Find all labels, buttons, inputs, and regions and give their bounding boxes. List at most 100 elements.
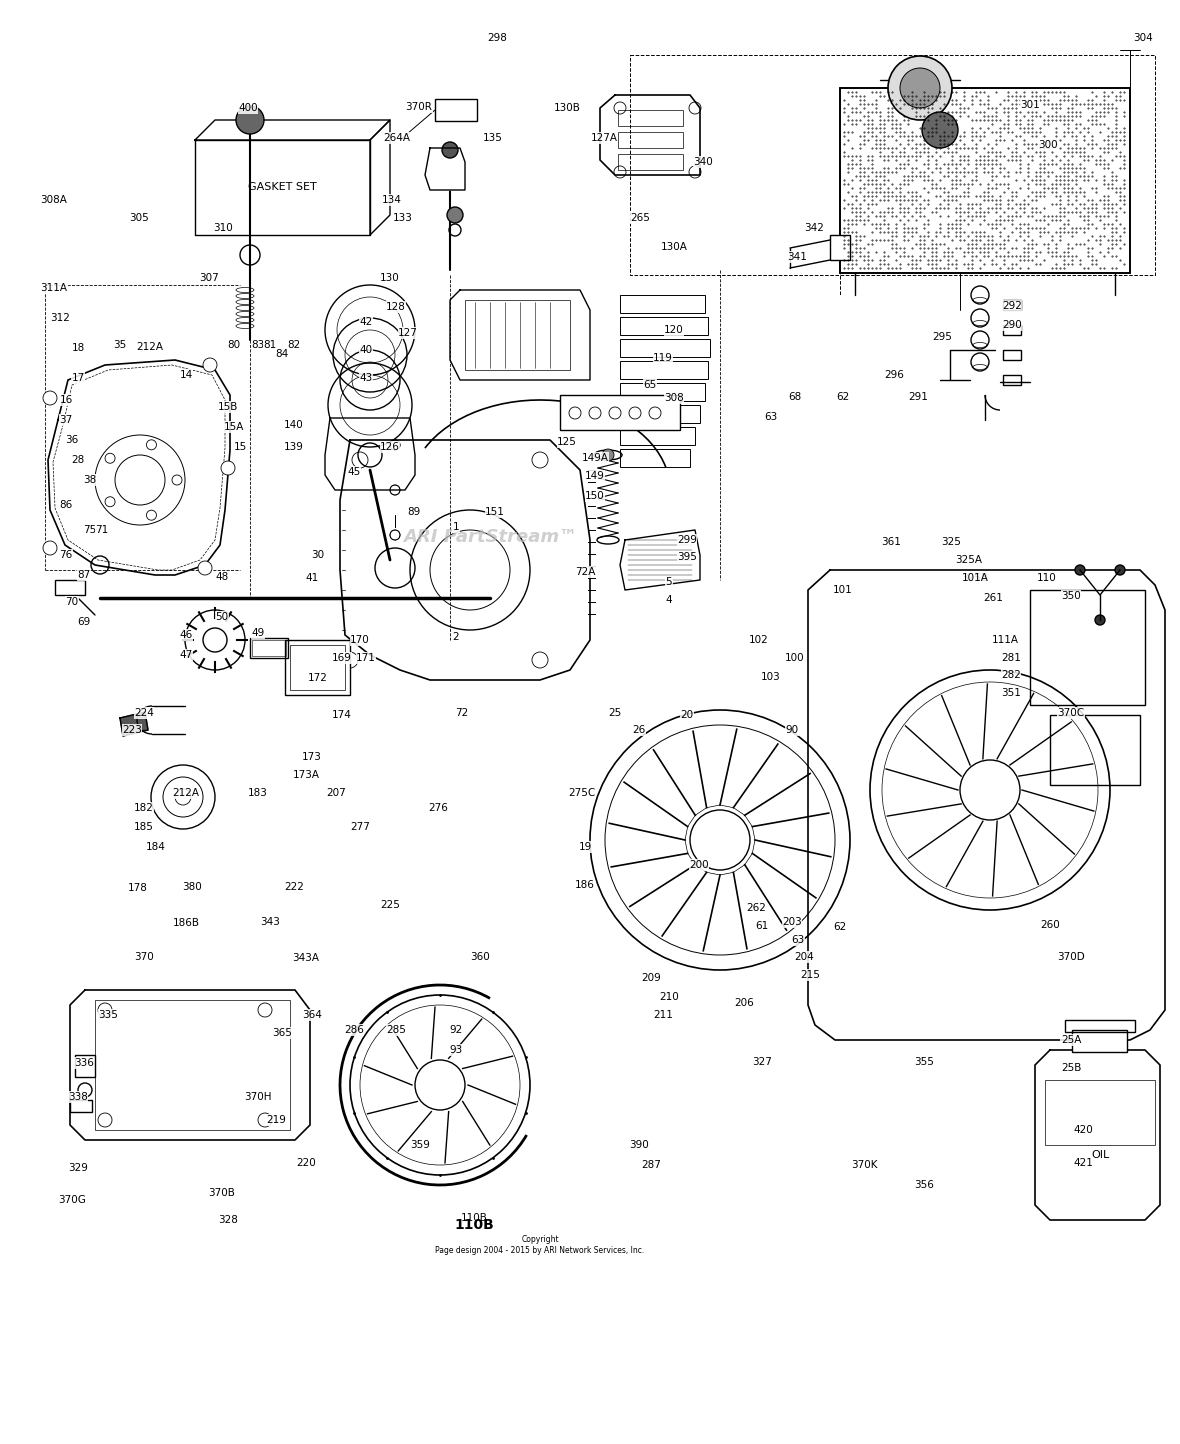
Polygon shape xyxy=(340,440,590,680)
Text: 46: 46 xyxy=(179,630,192,640)
Text: 18: 18 xyxy=(71,344,85,352)
Bar xyxy=(620,295,704,313)
Text: 328: 328 xyxy=(218,1214,238,1225)
Bar xyxy=(465,300,570,370)
Text: 82: 82 xyxy=(288,339,301,349)
Text: 76: 76 xyxy=(59,550,73,560)
Text: 342: 342 xyxy=(804,222,824,232)
Text: 72A: 72A xyxy=(575,567,595,578)
Text: 62: 62 xyxy=(837,391,850,401)
Text: 282: 282 xyxy=(1001,670,1021,680)
Bar xyxy=(830,235,850,260)
Text: 290: 290 xyxy=(1002,321,1022,331)
Text: 35: 35 xyxy=(113,339,126,349)
Text: 360: 360 xyxy=(470,952,490,962)
Text: 63: 63 xyxy=(765,412,778,422)
Bar xyxy=(620,383,704,401)
Text: 103: 103 xyxy=(761,671,781,682)
Text: 86: 86 xyxy=(59,500,73,510)
Text: 308A: 308A xyxy=(40,195,67,205)
Text: 298: 298 xyxy=(487,33,507,43)
Text: 184: 184 xyxy=(146,842,166,852)
Text: 72: 72 xyxy=(455,708,468,718)
Text: 285: 285 xyxy=(386,1025,406,1035)
Circle shape xyxy=(236,105,264,134)
Text: 355: 355 xyxy=(914,1057,933,1067)
Text: 40: 40 xyxy=(360,345,373,355)
Bar xyxy=(620,339,710,357)
Polygon shape xyxy=(195,140,371,235)
Circle shape xyxy=(922,113,958,147)
Text: 69: 69 xyxy=(78,617,91,627)
Text: 182: 182 xyxy=(135,803,153,813)
Text: 38: 38 xyxy=(84,475,97,485)
Circle shape xyxy=(42,542,57,554)
Text: 26: 26 xyxy=(632,725,645,735)
Text: 80: 80 xyxy=(228,339,241,349)
Text: 48: 48 xyxy=(216,572,229,582)
Bar xyxy=(250,638,288,658)
Text: 61: 61 xyxy=(755,921,768,931)
Text: 350: 350 xyxy=(1061,591,1081,601)
Text: 264A: 264A xyxy=(384,133,411,143)
Text: 1: 1 xyxy=(453,521,459,531)
Text: 286: 286 xyxy=(345,1025,363,1035)
Text: 87: 87 xyxy=(78,570,91,580)
Circle shape xyxy=(442,142,458,157)
Text: 42: 42 xyxy=(360,318,373,326)
Polygon shape xyxy=(120,712,148,736)
Text: 83: 83 xyxy=(251,339,264,349)
Text: 84: 84 xyxy=(275,349,289,360)
Text: 275C: 275C xyxy=(569,788,596,799)
Text: 281: 281 xyxy=(1001,653,1021,663)
Polygon shape xyxy=(48,360,230,575)
Text: 47: 47 xyxy=(179,650,192,660)
Text: 110: 110 xyxy=(1037,573,1057,583)
Bar xyxy=(1030,591,1145,705)
Text: 133: 133 xyxy=(393,214,413,222)
Text: 421: 421 xyxy=(1073,1158,1093,1168)
Text: 127: 127 xyxy=(398,328,418,338)
Text: 287: 287 xyxy=(641,1160,661,1170)
Polygon shape xyxy=(1035,1050,1160,1220)
Text: 210: 210 xyxy=(660,992,678,1002)
Text: 16: 16 xyxy=(59,396,73,404)
Text: 343A: 343A xyxy=(293,953,320,963)
Text: ARI PartStream™: ARI PartStream™ xyxy=(402,529,577,546)
Text: 325A: 325A xyxy=(956,554,983,565)
Text: 49: 49 xyxy=(251,628,264,638)
Text: 149A: 149A xyxy=(582,453,609,464)
Text: 130B: 130B xyxy=(553,103,581,113)
Text: 361: 361 xyxy=(881,537,902,547)
Text: 101: 101 xyxy=(833,585,853,595)
Text: 150: 150 xyxy=(585,491,605,501)
Text: 128: 128 xyxy=(386,302,406,312)
Text: 308: 308 xyxy=(664,393,684,403)
Text: 380: 380 xyxy=(182,882,202,892)
Text: 174: 174 xyxy=(332,710,352,721)
Text: 222: 222 xyxy=(284,882,304,892)
Text: 370C: 370C xyxy=(1057,708,1084,718)
Text: 37: 37 xyxy=(59,414,73,425)
Text: 15B: 15B xyxy=(218,401,238,412)
Text: 119: 119 xyxy=(653,352,673,362)
Polygon shape xyxy=(371,120,391,235)
Text: 329: 329 xyxy=(68,1162,88,1173)
Text: 171: 171 xyxy=(356,653,376,663)
Text: 305: 305 xyxy=(129,214,149,222)
Text: 65: 65 xyxy=(643,380,656,390)
Text: 219: 219 xyxy=(266,1115,286,1125)
Text: 262: 262 xyxy=(746,902,766,913)
Text: 200: 200 xyxy=(689,861,709,869)
Text: 307: 307 xyxy=(199,273,218,283)
Text: 223: 223 xyxy=(122,725,142,735)
Text: 15: 15 xyxy=(234,442,247,452)
Circle shape xyxy=(203,358,217,373)
Text: 265: 265 xyxy=(630,214,650,222)
Bar xyxy=(1066,1019,1135,1032)
Bar xyxy=(840,88,1130,273)
Text: 370H: 370H xyxy=(244,1092,271,1102)
Circle shape xyxy=(602,449,614,461)
Text: 110B: 110B xyxy=(460,1213,487,1223)
Text: 102: 102 xyxy=(749,635,769,645)
